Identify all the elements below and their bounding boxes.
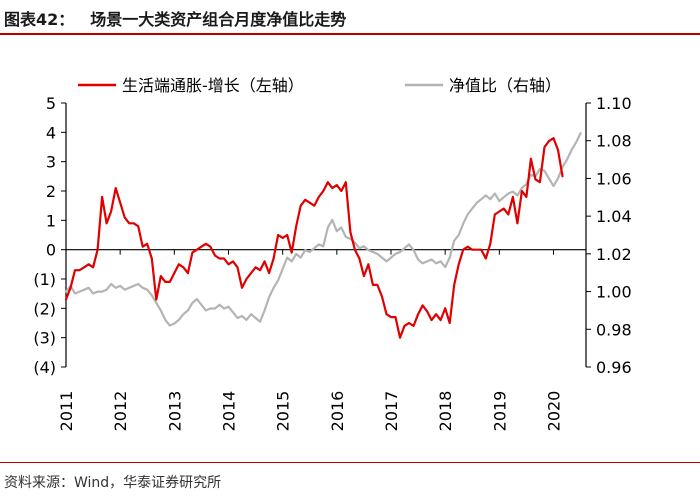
right-tick-label: 1.06 (596, 169, 632, 188)
left-tick-label: 4 (46, 123, 56, 142)
chart-series (64, 132, 582, 339)
x-tick-label: 2016 (328, 391, 347, 432)
left-tick-label: 3 (46, 153, 56, 172)
source-divider (0, 462, 700, 463)
x-tick-label: 2013 (165, 391, 184, 432)
figure-title: 图表42： 场景一大类资产组合月度净值比走势 (4, 6, 346, 30)
x-tick-label: 2015 (274, 391, 293, 432)
series-line-nav-ratio (64, 132, 582, 327)
right-tick-label: 1.02 (596, 245, 632, 264)
right-tick-label: 0.98 (596, 320, 632, 339)
chart-axes: 5 4 3 2 1 0 (1) (2) (3) (4) 1.10 1.08 1.06 1.04 1.02 1.… (33, 94, 631, 431)
figure-number: 图表42： (4, 10, 75, 29)
right-tick-label: 1.10 (596, 94, 632, 113)
left-tick-label: 2 (46, 182, 56, 201)
right-tick-label: 1.00 (596, 283, 632, 302)
x-tick-label: 2017 (382, 391, 401, 432)
left-tick-label: 0 (46, 241, 56, 260)
legend-label-inflation: 生活端通胀-增长（左轴） (122, 76, 304, 95)
left-tick-label: (2) (33, 299, 56, 318)
legend-label-nav-ratio: 净值比（右轴） (449, 76, 561, 95)
x-tick-label: 2012 (111, 391, 130, 432)
right-tick-label: 0.96 (596, 358, 632, 377)
x-tick-label: 2014 (220, 391, 239, 432)
x-tick-label: 2011 (57, 391, 76, 432)
left-tick-label: 1 (46, 211, 56, 230)
x-tick-label: 2018 (436, 391, 455, 432)
right-tick-label: 1.04 (596, 207, 632, 226)
left-tick-label: (3) (33, 329, 56, 348)
left-tick-label: (1) (33, 270, 56, 289)
line-chart: 生活端通胀-增长（左轴） 净值比（右轴） 5 4 3 2 1 0 (1) (2) (3) (4) 1… (33, 76, 631, 431)
figure-title-text: 场景一大类资产组合月度净值比走势 (90, 10, 347, 29)
series-line-inflation (64, 137, 564, 339)
x-tick-label: 2019 (490, 391, 509, 432)
chart-legend: 生活端通胀-增长（左轴） 净值比（右轴） (78, 76, 561, 95)
title-divider (0, 33, 700, 35)
right-tick-label: 1.08 (596, 132, 632, 151)
left-tick-label: 5 (46, 94, 56, 113)
left-tick-label: (4) (33, 358, 56, 377)
x-tick-label: 2020 (545, 391, 564, 432)
source-note: 资料来源：Wind，华泰证券研究所 (4, 475, 222, 491)
